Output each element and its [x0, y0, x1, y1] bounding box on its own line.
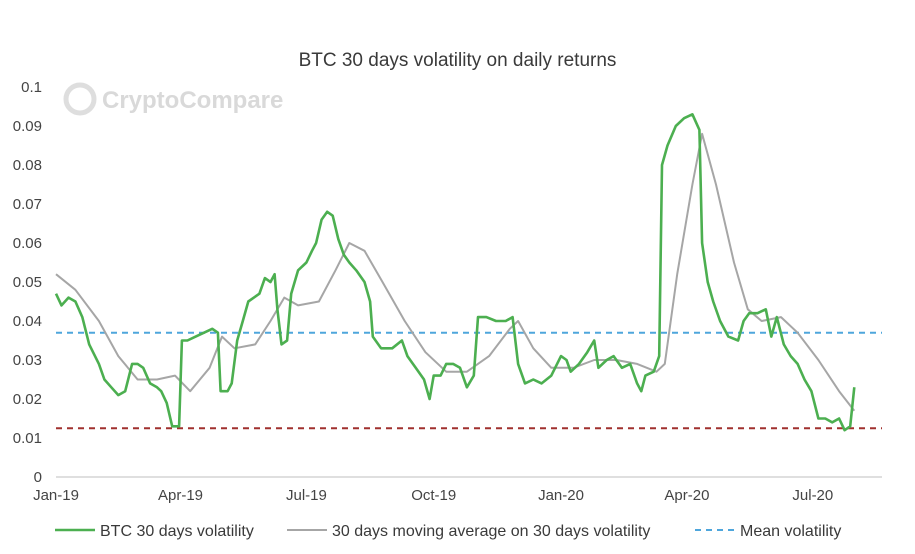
y-tick-label: 0	[34, 469, 42, 486]
axes-layer: 0 0.01 0.02 0.03 0.04 0.05 0.06 0.07 0.08 0.09 0.1…	[13, 79, 882, 504]
x-tick-label: Apr-20	[664, 487, 709, 504]
watermark: CryptoCompare	[63, 82, 283, 116]
series-line-1	[55, 132, 856, 412]
series-line-0	[54, 113, 856, 432]
x-tick-label: Jan-20	[538, 487, 584, 504]
y-tick-label: 0.08	[13, 157, 42, 174]
y-tick-label: 0.01	[13, 430, 42, 447]
x-tick-label: Apr-19	[158, 487, 203, 504]
y-tick-label: 0.04	[13, 313, 42, 330]
y-tick-label: 0.1	[21, 79, 42, 96]
legend: BTC 30 days volatility 30 days moving ave…	[55, 523, 841, 540]
chart-title: BTC 30 days volatility on daily returns	[298, 50, 617, 71]
legend-label: BTC 30 days volatility	[100, 523, 254, 540]
y-tick-label: 0.05	[13, 274, 42, 291]
series-layer	[54, 113, 882, 432]
x-tick-label: Jul-19	[286, 487, 327, 504]
x-tick-label: Jan-19	[33, 487, 79, 504]
y-tick-label: 0.07	[13, 196, 42, 213]
legend-label: Mean volatility	[740, 523, 841, 540]
y-tick-label: 0.09	[13, 118, 42, 135]
legend-label: 30 days moving average on 30 days volati…	[332, 523, 650, 540]
watermark-text: CryptoCompare	[102, 87, 283, 114]
y-tick-label: 0.06	[13, 235, 42, 252]
y-tick-label: 0.02	[13, 391, 42, 408]
x-tick-label: Jul-20	[792, 487, 833, 504]
watermark-logo-icon	[63, 82, 97, 116]
x-tick-label: Oct-19	[411, 487, 456, 504]
y-tick-label: 0.03	[13, 352, 42, 369]
